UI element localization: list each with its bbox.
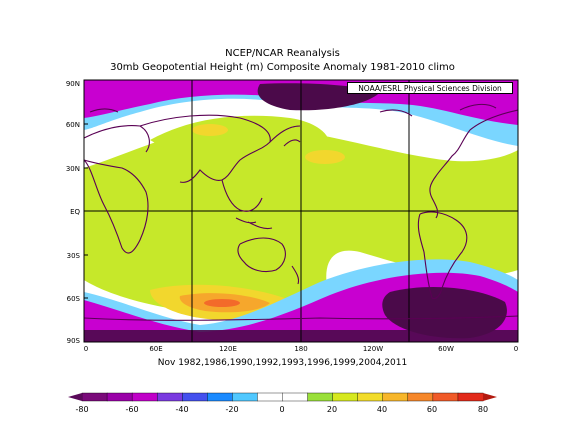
colorbar-tick-label: 20 bbox=[326, 405, 338, 414]
colorbar-tick-label: 40 bbox=[376, 405, 388, 414]
colorbar-swatch bbox=[131, 392, 158, 402]
colorbar-tick-label: 60 bbox=[426, 405, 438, 414]
colorbar-tick-label: -20 bbox=[225, 405, 239, 414]
anomaly-field bbox=[84, 80, 518, 342]
lat-label: 90N bbox=[65, 80, 80, 88]
colorbar-swatch bbox=[156, 392, 183, 402]
colorbar-tick-label: 0 bbox=[279, 405, 285, 414]
colorbar-tick-label: 80 bbox=[477, 405, 489, 414]
credit-label: NOAA/ESRL Physical Sciences Division bbox=[347, 82, 513, 94]
colorbar bbox=[68, 392, 497, 402]
lon-label: 60E bbox=[149, 345, 163, 353]
lat-label: 90S bbox=[66, 337, 80, 345]
map-frame bbox=[83, 79, 519, 343]
positive-anomaly-yellow-patch bbox=[192, 124, 228, 136]
colorbar-swatch bbox=[81, 392, 108, 402]
lat-label: 60S bbox=[66, 295, 80, 303]
coastlines bbox=[84, 103, 518, 321]
lat-label: EQ bbox=[70, 208, 80, 216]
colorbar-swatch bbox=[106, 392, 133, 402]
lat-label: 30S bbox=[66, 252, 80, 260]
colorbar-swatch bbox=[232, 392, 258, 402]
colorbar-swatch bbox=[407, 392, 434, 402]
colorbar-swatch bbox=[457, 392, 484, 402]
lon-label: 120W bbox=[362, 345, 384, 353]
date-caption: Nov 1982,1986,1990,1992,1993,1996,1999,2… bbox=[157, 358, 408, 368]
lon-label: 120E bbox=[219, 345, 237, 353]
lon-label: 180 bbox=[294, 345, 308, 353]
colorbar-swatch bbox=[357, 392, 384, 402]
chart-title: NCEP/NCAR Reanalysis bbox=[225, 48, 340, 59]
colorbar-swatch bbox=[207, 392, 233, 402]
graticule bbox=[84, 80, 518, 342]
negative-anomaly-sh-core bbox=[382, 287, 507, 339]
colorbar-swatch bbox=[432, 392, 459, 402]
lat-label: 60N bbox=[65, 121, 80, 129]
lon-label: 0 bbox=[83, 345, 89, 353]
colorbar-swatch bbox=[332, 392, 359, 402]
colorbar-swatch bbox=[307, 392, 334, 402]
colorbar-arrow-left bbox=[68, 393, 82, 401]
colorbar-tick-label: -60 bbox=[125, 405, 139, 414]
colorbar-swatch bbox=[282, 392, 309, 402]
colorbar-swatch bbox=[182, 392, 208, 402]
positive-anomaly-yellow-patch bbox=[305, 150, 345, 164]
positive-anomaly-sh-peak bbox=[204, 299, 240, 307]
colorbar-swatch bbox=[382, 392, 409, 402]
lon-label: 0 bbox=[513, 345, 519, 353]
chart-subtitle: 30mb Geopotential Height (m) Composite A… bbox=[110, 62, 455, 73]
colorbar-tick-label: -40 bbox=[175, 405, 189, 414]
map-ticks bbox=[84, 123, 88, 299]
colorbar-swatch bbox=[257, 392, 283, 402]
colorbar-arrow-right bbox=[483, 393, 497, 401]
colorbar-tick-label: -80 bbox=[75, 405, 89, 414]
lon-label: 60W bbox=[438, 345, 454, 353]
lat-label: 30N bbox=[65, 165, 80, 173]
